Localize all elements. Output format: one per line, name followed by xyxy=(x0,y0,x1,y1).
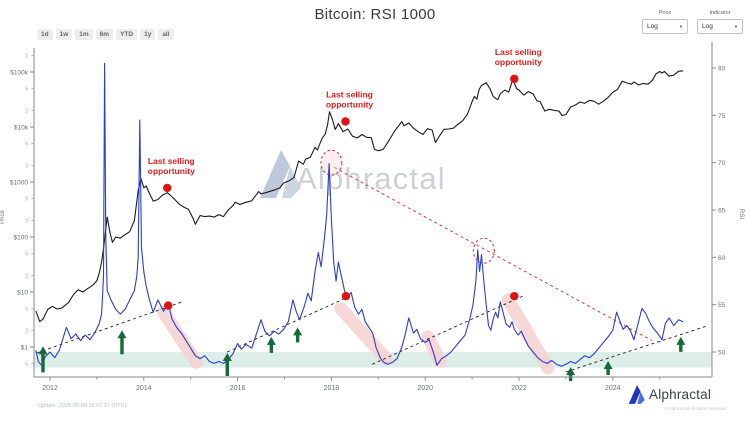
indicator-scale-label: Indicator xyxy=(709,10,731,16)
brand-footer: Alphractal © Alphractal All rights reser… xyxy=(628,384,743,411)
copyright-text: © Alphractal All rights reserved xyxy=(664,406,727,411)
price-minor-tick-label: 5 xyxy=(25,307,28,313)
page-title: Bitcoin: RSI 1000 xyxy=(314,6,436,23)
sell-dot-price xyxy=(163,183,172,193)
rsi-tick-label: 60 xyxy=(718,255,726,262)
rsi-line xyxy=(35,62,684,367)
sell-dot-rsi xyxy=(163,301,173,310)
price-scale-select[interactable]: Log ▼ xyxy=(642,19,688,34)
buy-arrow-icon xyxy=(676,336,686,352)
range-toolbar: 1d 1w 1m 6m YTD 1y all xyxy=(37,29,174,40)
price-minor-tick-label: 5 xyxy=(25,252,28,258)
range-button-1w[interactable]: 1w xyxy=(55,29,73,40)
range-button-1y[interactable]: 1y xyxy=(140,29,156,40)
buy-arrow-icon xyxy=(117,330,127,355)
rsi-tick-label: 50 xyxy=(718,350,726,357)
rsi-trendline xyxy=(227,296,349,353)
year-tick-label: 2020 xyxy=(417,385,433,392)
buy-arrow-icon xyxy=(603,360,613,375)
sell-dot-rsi xyxy=(341,291,351,301)
peak-circle xyxy=(472,237,495,264)
price-tick-label: $1000 xyxy=(10,180,28,187)
resistance-line xyxy=(333,167,653,342)
price-minor-tick-label: 5 xyxy=(25,87,28,93)
annotation-label: Last selling xyxy=(326,89,373,99)
year-tick-label: 2018 xyxy=(324,385,340,392)
sell-dot-price xyxy=(341,117,350,126)
annotation-label: Last selling xyxy=(148,156,195,166)
annotation-label: opportunity xyxy=(148,166,195,176)
price-minor-tick-label: 2 xyxy=(25,108,28,114)
rsi-tick-label: 55 xyxy=(718,302,726,309)
indicator-scale-control: Indicator Log ▼ xyxy=(697,10,743,34)
cooldown-band xyxy=(501,293,555,375)
chevron-down-icon: ▼ xyxy=(679,24,683,29)
year-tick-label: 2014 xyxy=(136,385,152,392)
price-scale-value: Log xyxy=(647,23,658,30)
year-tick-label: 2024 xyxy=(605,385,621,392)
indicator-scale-select[interactable]: Log ▼ xyxy=(697,19,743,34)
sell-dot-price xyxy=(510,74,519,84)
indicator-scale-value: Log xyxy=(702,23,713,30)
buy-arrow-icon xyxy=(38,346,48,373)
cooldown-band xyxy=(156,305,203,369)
rsi-axis-title: RSI xyxy=(738,208,744,219)
price-scale-label: Price xyxy=(658,10,672,16)
range-button-all[interactable]: all xyxy=(158,29,174,40)
year-tick-label: 2022 xyxy=(511,385,527,392)
buy-arrow-icon xyxy=(266,336,276,353)
price-tick-label: $1 xyxy=(21,345,29,352)
price-scale-control: Price Log ▼ xyxy=(642,10,688,34)
price-axis-title: Price xyxy=(0,210,6,224)
range-button-6m[interactable]: 6m xyxy=(95,29,114,40)
watermark-logo-icon xyxy=(282,166,301,198)
cooldown-band xyxy=(334,301,393,366)
range-button-ytd[interactable]: YTD xyxy=(116,29,138,40)
year-tick-label: 2012 xyxy=(42,385,58,392)
price-tick-label: $100k xyxy=(10,70,28,77)
price-minor-tick-label: 5 xyxy=(25,142,28,148)
buy-arrow-icon xyxy=(566,367,576,382)
price-minor-tick-label: 2 xyxy=(25,273,28,279)
rsi-trendline xyxy=(565,326,706,373)
cooldown-band xyxy=(421,330,447,368)
price-minor-tick-label: 2 xyxy=(25,53,28,59)
watermark-text: Alphractal xyxy=(296,161,446,196)
buy-arrow-icon xyxy=(222,352,232,376)
peak-circle xyxy=(320,149,343,176)
year-tick-label: 2016 xyxy=(230,385,246,392)
price-minor-tick-label: 5 xyxy=(25,197,28,203)
rsi-tick-label: 80 xyxy=(718,65,726,72)
rsi-tick-label: 75 xyxy=(718,113,726,120)
range-button-1m[interactable]: 1m xyxy=(75,29,93,40)
rsi-tick-label: 65 xyxy=(718,207,726,214)
sell-dot-rsi xyxy=(510,291,519,301)
price-tick-label: $100 xyxy=(14,235,29,242)
range-button-1d[interactable]: 1d xyxy=(37,29,53,40)
annotation-label: opportunity xyxy=(495,57,542,67)
watermark-logo-icon xyxy=(260,150,290,198)
price-tick-label: $10k xyxy=(14,125,29,132)
alphractal-logo-icon xyxy=(628,385,645,404)
price-line xyxy=(35,70,684,323)
price-minor-tick-label: 5 xyxy=(25,362,28,368)
chevron-down-icon: ▼ xyxy=(734,24,738,29)
update-timestamp: Update: 2025-06-08 16:07:17 (UTC) xyxy=(38,403,127,409)
price-minor-tick-label: 2 xyxy=(25,218,28,224)
price-minor-tick-label: 2 xyxy=(25,328,28,334)
brand-name: Alphractal xyxy=(649,387,712,402)
price-minor-tick-label: 2 xyxy=(25,163,28,169)
buy-arrow-icon xyxy=(293,327,303,343)
annotation-label: opportunity xyxy=(326,99,373,109)
watermark: Alphractal xyxy=(260,150,446,198)
rsi-tick-label: 70 xyxy=(718,160,726,167)
annotation-label: Last selling xyxy=(495,47,542,57)
price-tick-label: $10 xyxy=(17,290,28,297)
